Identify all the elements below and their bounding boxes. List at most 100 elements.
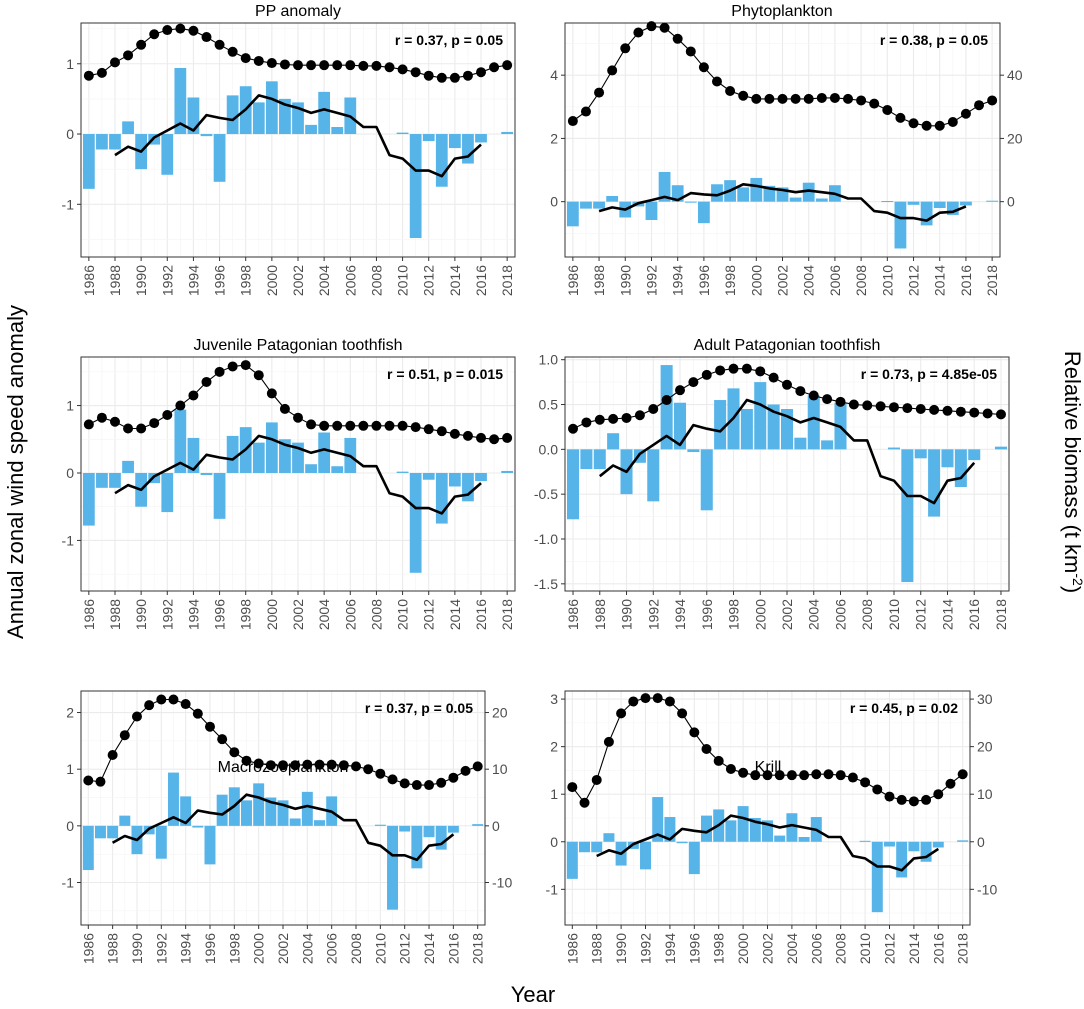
biomass-point (384, 420, 395, 431)
left-tick-label: 2 (550, 130, 558, 146)
x-tick-label: 2014 (906, 933, 922, 964)
biomass-point (302, 759, 313, 770)
x-tick-label: 2010 (395, 265, 411, 296)
x-tick-label: 2004 (784, 933, 800, 964)
biomass-point (358, 420, 369, 431)
left-tick-label: -0.5 (534, 486, 558, 502)
wind-bar (501, 470, 514, 473)
wind-bar (318, 432, 331, 473)
wind-bar (109, 134, 121, 150)
wind-bar (292, 442, 304, 473)
x-tick-label: 2006 (342, 599, 358, 630)
wind-bar (859, 840, 871, 842)
biomass-point (628, 696, 639, 707)
wind-bar (204, 825, 216, 865)
biomass-point (921, 794, 932, 805)
wind-bar (119, 815, 131, 826)
biomass-point (96, 412, 107, 423)
wind-bar (968, 449, 981, 461)
right-tick-label: 30 (977, 691, 993, 707)
biomass-point (698, 62, 709, 73)
biomass-point (884, 791, 895, 802)
wind-bar (794, 437, 807, 450)
left-tick-label: -1 (62, 532, 75, 548)
x-tick-label: 2008 (368, 265, 384, 296)
biomass-point (942, 405, 953, 416)
right-tick-label: 0 (977, 834, 985, 850)
biomass-point (136, 423, 147, 434)
biomass-point (764, 93, 775, 104)
wind-bar (566, 201, 579, 227)
biomass-point (882, 104, 893, 115)
wind-bar (593, 201, 605, 209)
wind-bar (422, 472, 435, 480)
left-tick-label: 4 (550, 67, 558, 83)
biomass-point (621, 412, 632, 423)
x-tick-label: 2004 (806, 599, 822, 630)
x-tick-label: 2002 (760, 933, 776, 964)
panel-stat: r = 0.38, p = 0.05 (880, 32, 988, 48)
biomass-point (860, 777, 871, 788)
biomass-point (399, 778, 410, 789)
x-tick-label: 1986 (81, 265, 97, 296)
x-tick-label: 1996 (699, 599, 715, 630)
biomass-point (955, 406, 966, 417)
biomass-point (265, 760, 276, 771)
biomass-point (363, 764, 374, 775)
biomass-point (332, 60, 343, 71)
wind-bar (174, 67, 187, 135)
biomass-point (229, 747, 240, 758)
biomass-point (995, 409, 1006, 420)
x-tick-label: 1994 (670, 265, 686, 296)
x-tick-label: 1986 (565, 265, 581, 296)
x-tick-label: 2014 (940, 599, 956, 630)
x-tick-label: 1990 (619, 599, 635, 630)
wind-bar (462, 134, 474, 164)
wind-bar (928, 449, 941, 517)
biomass-point (241, 755, 252, 766)
right-tick-label: 0 (492, 818, 500, 834)
biomass-point (688, 377, 699, 388)
x-tick-label: 1986 (564, 933, 580, 964)
biomass-point (476, 432, 487, 443)
x-tick-label: 2016 (958, 265, 974, 296)
wind-bar (767, 404, 780, 450)
x-tick-label: 2004 (316, 265, 332, 296)
wind-bar (789, 197, 802, 202)
wind-bar (475, 134, 487, 143)
x-tick-label: 1996 (696, 265, 712, 296)
biomass-point (869, 98, 880, 109)
biomass-point (934, 120, 945, 131)
wind-bar (607, 433, 620, 450)
panel-stat: r = 0.37, p = 0.05 (365, 700, 473, 716)
biomass-point (933, 789, 944, 800)
biomass-point (279, 403, 290, 414)
wind-bar (676, 841, 688, 844)
wind-bar (435, 134, 448, 187)
x-tick-label: 1992 (159, 599, 175, 630)
wind-bar (475, 472, 487, 482)
x-tick-label: 2006 (808, 933, 824, 964)
panel-title: Juvenile Patagonian toothfish (193, 337, 402, 354)
x-tick-label: 2010 (879, 265, 895, 296)
biomass-point (502, 432, 513, 443)
wind-bar (688, 841, 700, 875)
wind-bar (920, 201, 933, 226)
wind-bar (318, 91, 331, 135)
biomass-point (201, 32, 212, 43)
wind-bar (265, 422, 278, 473)
x-tick-label: 1996 (212, 265, 228, 296)
wind-bar (241, 800, 252, 826)
biomass-point (567, 116, 578, 127)
left-tick-label: -1 (62, 196, 75, 212)
wind-bar (737, 806, 749, 842)
x-tick-label: 2000 (251, 933, 267, 964)
x-tick-label: 2000 (752, 599, 768, 630)
biomass-point (701, 744, 712, 755)
wind-bar (396, 471, 409, 473)
wind-bar (292, 102, 304, 135)
wind-bar (714, 400, 727, 450)
left-tick-label: -1 (546, 881, 559, 897)
biomass-point (648, 404, 659, 414)
